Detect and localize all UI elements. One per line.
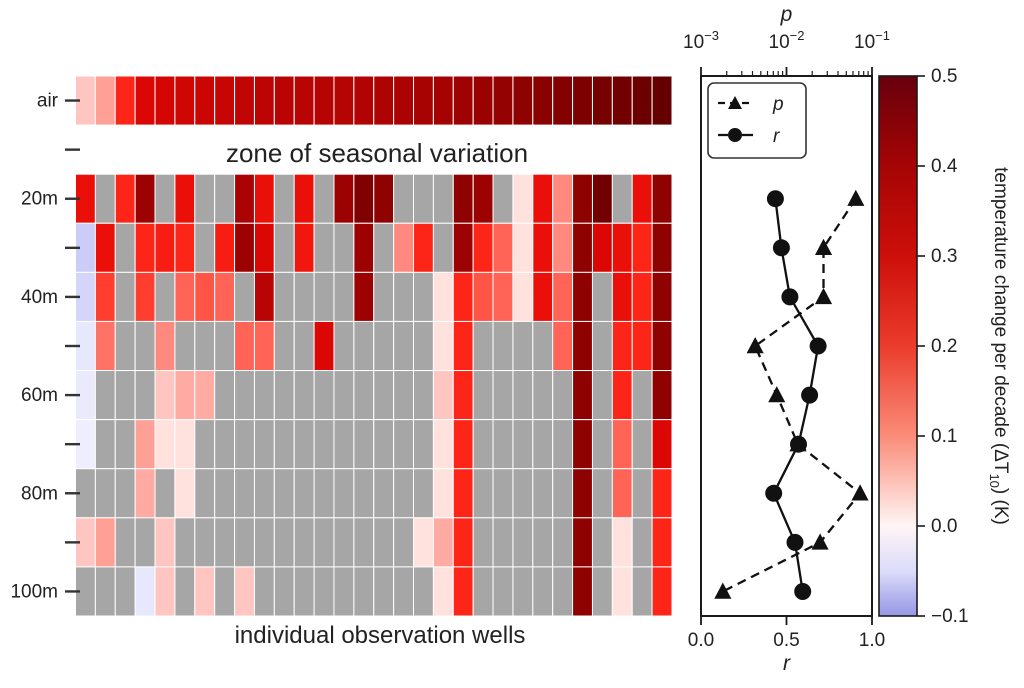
svg-text:0.2: 0.2: [931, 336, 957, 357]
svg-text:0.3: 0.3: [931, 246, 957, 267]
svg-text:0.0: 0.0: [931, 516, 957, 537]
svg-text:air: air: [37, 91, 59, 112]
svg-text:r: r: [773, 126, 780, 147]
svg-text:p: p: [772, 94, 784, 115]
svg-text:20m: 20m: [21, 189, 58, 210]
svg-text:0.1: 0.1: [931, 426, 957, 447]
svg-text:p: p: [780, 3, 793, 26]
svg-text:0.5: 0.5: [931, 66, 957, 87]
svg-text:zone of seasonal variation: zone of seasonal variation: [226, 138, 528, 168]
svg-text:0.4: 0.4: [931, 156, 958, 177]
svg-text:individual observation wells: individual observation wells: [235, 622, 526, 649]
svg-text:100m: 100m: [10, 581, 58, 602]
svg-text:40m: 40m: [21, 287, 58, 308]
svg-text:temperature change per decade: temperature change per decade (ΔT10) (K): [987, 167, 1011, 525]
svg-text:80m: 80m: [21, 483, 58, 504]
svg-text:−0.1: −0.1: [931, 606, 969, 627]
svg-text:r: r: [783, 652, 791, 675]
svg-text:0.5: 0.5: [773, 630, 799, 651]
svg-text:1.0: 1.0: [859, 630, 885, 651]
svg-text:60m: 60m: [21, 385, 58, 406]
svg-text:0.0: 0.0: [688, 630, 714, 651]
